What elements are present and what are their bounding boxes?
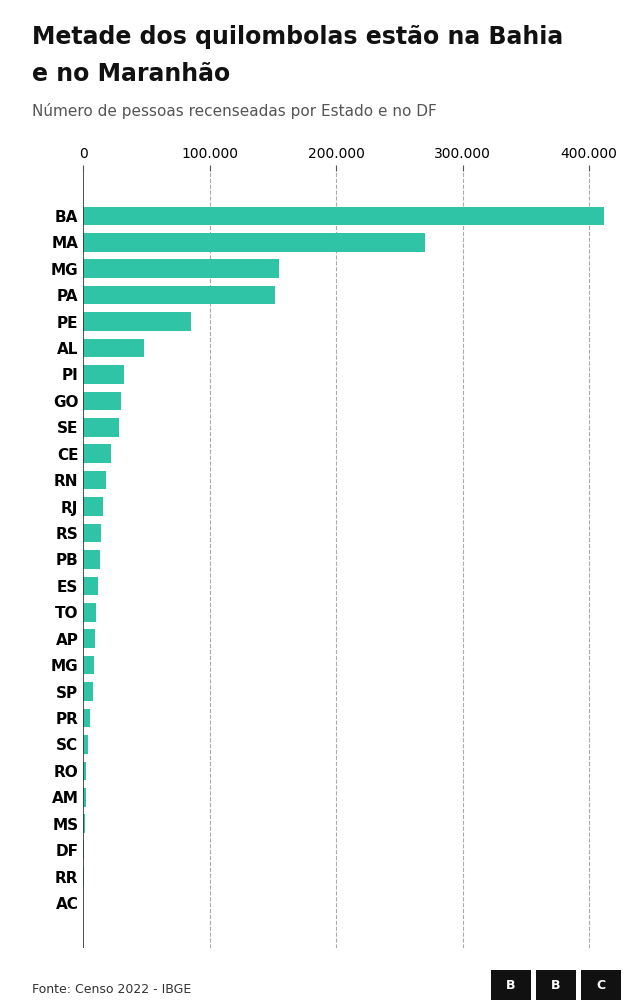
- Text: C: C: [596, 979, 605, 992]
- Bar: [83, 550, 100, 569]
- Bar: [83, 365, 124, 384]
- Bar: [83, 259, 279, 278]
- Bar: [83, 286, 275, 304]
- Bar: [83, 603, 97, 622]
- Text: B: B: [551, 979, 561, 992]
- Text: e no Maranhão: e no Maranhão: [32, 62, 230, 87]
- Bar: [83, 471, 106, 490]
- Bar: [83, 207, 604, 225]
- Bar: [83, 418, 118, 436]
- FancyBboxPatch shape: [581, 970, 621, 1000]
- Text: B: B: [506, 979, 516, 992]
- Bar: [83, 656, 94, 674]
- Text: Fonte: Censo 2022 - IBGE: Fonte: Censo 2022 - IBGE: [32, 983, 191, 996]
- FancyBboxPatch shape: [536, 970, 576, 1000]
- Bar: [83, 735, 88, 754]
- Bar: [83, 445, 111, 463]
- Bar: [83, 577, 99, 595]
- Bar: [83, 788, 86, 806]
- Bar: [83, 312, 191, 331]
- Bar: [83, 524, 101, 542]
- Bar: [83, 233, 425, 252]
- Bar: [83, 629, 95, 648]
- Bar: [83, 339, 144, 357]
- Text: Número de pessoas recenseadas por Estado e no DF: Número de pessoas recenseadas por Estado…: [32, 103, 436, 119]
- Text: Metade dos quilombolas estão na Bahia: Metade dos quilombolas estão na Bahia: [32, 25, 563, 49]
- Bar: [83, 762, 86, 780]
- Bar: [83, 709, 90, 727]
- Bar: [83, 682, 93, 701]
- Bar: [83, 392, 121, 410]
- FancyBboxPatch shape: [492, 970, 531, 1000]
- Bar: [83, 814, 85, 833]
- Bar: [83, 497, 104, 516]
